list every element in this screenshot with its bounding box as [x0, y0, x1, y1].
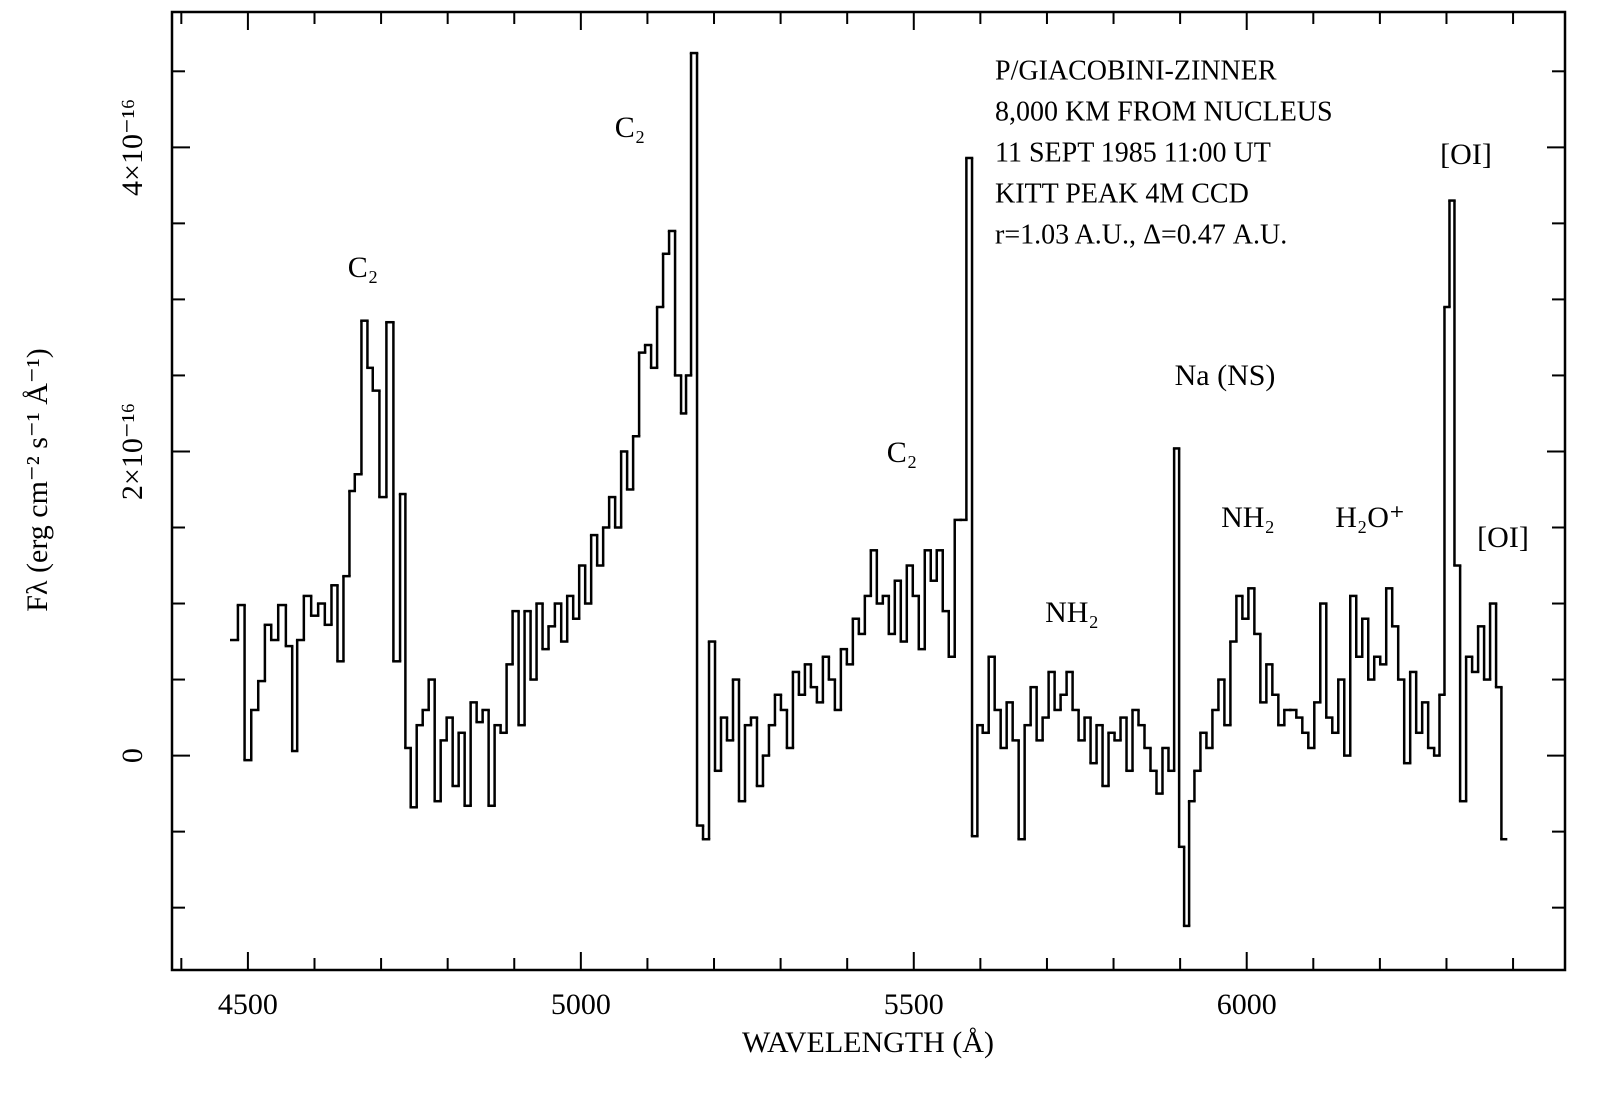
x-tick-label: 6000 — [1217, 988, 1277, 1021]
info-line: 11 SEPT 1985 11:00 UT — [995, 137, 1271, 168]
line-annotation: Na (NS) — [1175, 359, 1276, 392]
info-line: P/GIACOBINI-ZINNER — [995, 55, 1277, 86]
line-annotation: NH₂ — [1045, 596, 1099, 629]
y-tick-label: 0 — [116, 748, 149, 763]
line-annotation: C₂ — [887, 436, 917, 469]
line-annotation: [OI] — [1477, 521, 1529, 554]
line-annotation: NH₂ — [1221, 501, 1275, 534]
line-annotation: C₂ — [615, 111, 645, 144]
line-annotation: [OI] — [1440, 138, 1492, 171]
x-tick-label: 5000 — [551, 988, 611, 1021]
info-line: KITT PEAK 4M CCD — [995, 178, 1249, 209]
y-tick-label: 4×10⁻¹⁶ — [116, 99, 149, 196]
y-tick-label: 2×10⁻¹⁶ — [116, 403, 149, 500]
x-tick-label: 5500 — [884, 988, 944, 1021]
y-axis-label: Fλ (erg cm⁻² s⁻¹ Å⁻¹) — [21, 348, 54, 611]
info-line: r=1.03 A.U., Δ=0.47 A.U. — [995, 219, 1287, 250]
line-annotation: H₂O⁺ — [1335, 501, 1405, 534]
info-line: 8,000 KM FROM NUCLEUS — [995, 96, 1333, 127]
x-tick-label: 4500 — [218, 988, 278, 1021]
x-axis-label: WAVELENGTH (Å) — [742, 1026, 994, 1059]
line-annotation: C₂ — [348, 251, 378, 284]
plot-frame — [170, 10, 1567, 972]
